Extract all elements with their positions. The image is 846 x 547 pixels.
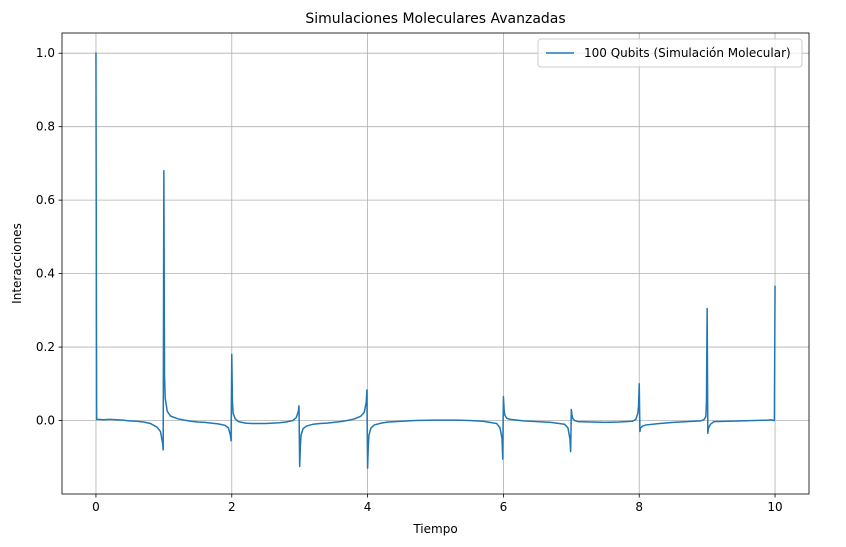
y-tick-label: 0.8 xyxy=(36,120,55,134)
legend-box xyxy=(537,38,803,68)
chart-title: Simulaciones Moleculares Avanzadas xyxy=(305,11,565,27)
plot-frame xyxy=(61,32,810,495)
plot-area xyxy=(62,33,809,494)
series-line xyxy=(95,52,776,470)
y-tick-label: 0.0 xyxy=(36,414,55,428)
x-tick-label: 6 xyxy=(500,500,508,514)
y-tick-label: 1.0 xyxy=(36,46,55,60)
x-axis-label: Tiempo xyxy=(412,522,457,536)
y-tick-label: 0.2 xyxy=(36,340,55,354)
y-tick-label: 0.6 xyxy=(36,193,55,207)
grid-layer xyxy=(62,33,809,494)
x-tick-label: 10 xyxy=(767,500,782,514)
x-tick-label: 4 xyxy=(364,500,372,514)
legend: 100 Qubits (Simulación Molecular) xyxy=(537,38,803,68)
x-tick-label: 8 xyxy=(635,500,643,514)
y-axis-label: Interacciones xyxy=(10,223,24,304)
tick-layer: 0 2 4 6 8 10 0.0 0.2 0.4 0.6 0.8 1.0 xyxy=(36,46,783,514)
legend-entry-label: 100 Qubits (Simulación Molecular) xyxy=(584,46,791,60)
x-tick-label: 2 xyxy=(228,500,236,514)
x-tick-label: 0 xyxy=(92,500,100,514)
y-tick-label: 0.4 xyxy=(36,267,55,281)
series-layer xyxy=(95,52,776,470)
